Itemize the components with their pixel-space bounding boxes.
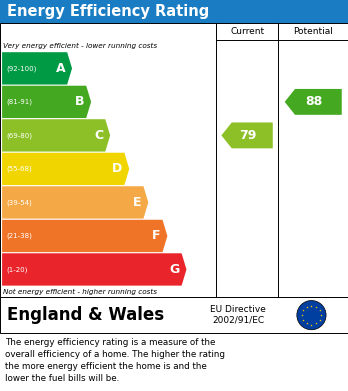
Polygon shape — [2, 153, 129, 185]
Bar — [0, 23, 348, 297]
Text: England & Wales: England & Wales — [7, 306, 164, 324]
Polygon shape — [2, 220, 167, 252]
Text: Very energy efficient - lower running costs: Very energy efficient - lower running co… — [3, 43, 158, 49]
Bar — [0, 297, 348, 333]
Text: Not energy efficient - higher running costs: Not energy efficient - higher running co… — [3, 289, 158, 295]
Polygon shape — [221, 122, 273, 148]
Text: C: C — [94, 129, 103, 142]
Text: Current: Current — [230, 27, 264, 36]
Text: F: F — [152, 230, 160, 242]
Polygon shape — [2, 253, 187, 285]
Text: (1-20): (1-20) — [6, 266, 27, 273]
Text: (81-91): (81-91) — [6, 99, 32, 105]
Text: D: D — [112, 162, 122, 176]
Text: A: A — [55, 62, 65, 75]
Text: (55-68): (55-68) — [6, 166, 32, 172]
Polygon shape — [2, 186, 148, 219]
Polygon shape — [2, 52, 72, 84]
Text: E: E — [133, 196, 141, 209]
Text: B: B — [74, 95, 84, 108]
Text: 88: 88 — [306, 95, 323, 108]
Bar — [0, 0, 348, 23]
Text: (39-54): (39-54) — [6, 199, 32, 206]
Polygon shape — [2, 119, 110, 152]
Ellipse shape — [297, 301, 326, 330]
Text: 79: 79 — [239, 129, 257, 142]
Text: (92-100): (92-100) — [6, 65, 37, 72]
Polygon shape — [285, 89, 342, 115]
Text: The energy efficiency rating is a measure of the
overall efficiency of a home. T: The energy efficiency rating is a measur… — [5, 338, 225, 383]
Polygon shape — [2, 86, 91, 118]
Text: (69-80): (69-80) — [6, 132, 32, 139]
Text: Energy Efficiency Rating: Energy Efficiency Rating — [7, 4, 209, 19]
Text: EU Directive
2002/91/EC: EU Directive 2002/91/EC — [211, 305, 266, 325]
Text: G: G — [169, 263, 180, 276]
Text: (21-38): (21-38) — [6, 233, 32, 239]
Text: Potential: Potential — [293, 27, 333, 36]
